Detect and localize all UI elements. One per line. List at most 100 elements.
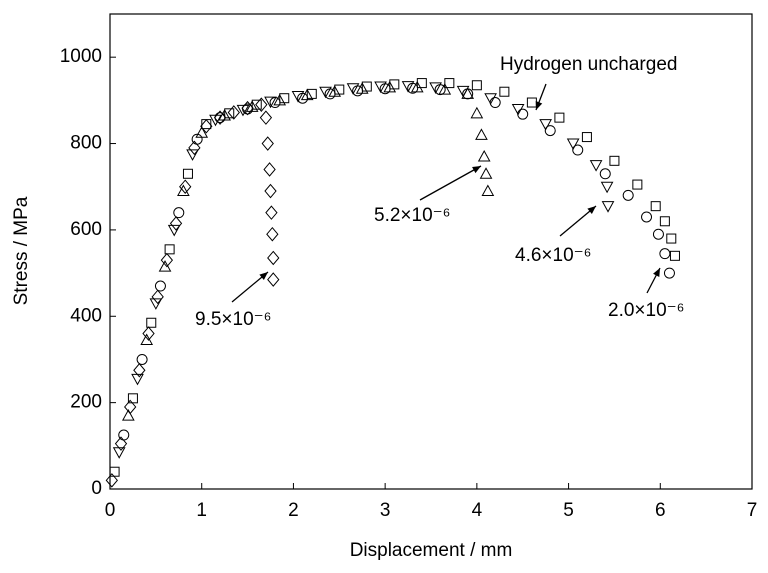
marker <box>566 138 580 151</box>
marker <box>659 248 671 260</box>
marker <box>663 267 675 279</box>
marker <box>461 87 475 99</box>
marker <box>209 114 222 127</box>
marker <box>499 86 510 97</box>
marker <box>291 91 305 103</box>
marker <box>346 83 360 95</box>
marker <box>484 93 497 105</box>
marker <box>177 184 190 197</box>
marker <box>105 473 118 488</box>
marker <box>121 409 135 421</box>
x-tick-label: 7 <box>747 500 758 521</box>
marker <box>114 436 128 451</box>
marker <box>539 119 552 131</box>
marker <box>401 81 415 93</box>
marker <box>572 144 584 156</box>
y-tick-label: 600 <box>70 219 102 240</box>
y-tick-label: 800 <box>70 133 102 154</box>
y-tick-label: 400 <box>70 305 102 326</box>
x-tick-label: 0 <box>105 500 116 521</box>
marker <box>267 250 280 266</box>
marker <box>259 110 273 125</box>
marker <box>261 136 274 151</box>
x-tick-label: 5 <box>563 500 574 521</box>
marker <box>383 80 397 93</box>
arrow-head <box>472 166 481 174</box>
marker <box>554 112 565 123</box>
marker <box>659 216 670 227</box>
marker <box>245 100 259 112</box>
series-label: 4.6×10⁻⁶ <box>515 245 592 266</box>
marker <box>160 252 174 268</box>
marker <box>511 104 525 116</box>
marker <box>241 100 254 116</box>
marker <box>622 189 634 201</box>
marker <box>273 93 287 106</box>
marker <box>146 317 157 328</box>
marker <box>266 226 279 242</box>
y-tick-label: 200 <box>70 392 102 413</box>
marker <box>328 85 342 97</box>
marker <box>477 149 491 162</box>
marker <box>131 373 144 386</box>
series-label: 5.2×10⁻⁶ <box>374 205 451 226</box>
marker <box>319 86 332 99</box>
marker <box>429 82 442 94</box>
marker <box>227 105 240 120</box>
marker <box>438 83 452 95</box>
x-tick-label: 2 <box>288 500 299 521</box>
x-axis-label: Displacement / mm <box>350 540 513 561</box>
y-tick-label: 1000 <box>60 46 102 67</box>
marker <box>471 80 482 91</box>
marker <box>609 155 620 166</box>
marker <box>149 298 163 310</box>
marker <box>641 211 653 223</box>
marker <box>236 104 250 117</box>
plot-frame <box>109 13 753 490</box>
marker <box>154 280 166 292</box>
marker <box>444 78 455 89</box>
marker <box>158 260 172 272</box>
marker <box>218 108 231 121</box>
y-axis-label: Stress / MPa <box>11 196 32 305</box>
marker <box>601 201 615 213</box>
marker <box>355 82 369 94</box>
marker <box>186 149 199 161</box>
marker <box>389 79 400 90</box>
marker <box>600 181 614 194</box>
marker <box>164 244 175 255</box>
x-tick-label: 1 <box>196 500 207 521</box>
marker <box>195 126 209 138</box>
marker <box>124 399 137 415</box>
marker <box>632 179 643 190</box>
marker <box>255 97 268 112</box>
marker <box>650 201 661 212</box>
marker <box>142 326 155 341</box>
marker <box>410 80 424 93</box>
marker <box>127 393 138 404</box>
marker <box>263 162 276 177</box>
arrow-head <box>653 268 660 277</box>
marker <box>666 233 677 244</box>
series-label: 2.0×10⁻⁶ <box>608 300 685 321</box>
marker <box>182 168 193 179</box>
marker <box>167 224 181 237</box>
arrow-head <box>535 101 543 110</box>
marker <box>470 106 484 119</box>
arrow-head <box>259 272 268 280</box>
marker <box>169 216 183 231</box>
marker <box>517 108 529 120</box>
marker <box>581 132 592 143</box>
marker <box>669 250 680 261</box>
marker <box>589 160 603 172</box>
marker <box>151 289 164 305</box>
marker <box>173 207 185 219</box>
marker <box>526 97 537 108</box>
x-tick-label: 3 <box>380 500 391 521</box>
series-label: Hydrogen uncharged <box>500 54 677 75</box>
arrow-head <box>587 206 596 214</box>
marker <box>652 228 664 240</box>
marker <box>416 78 427 89</box>
